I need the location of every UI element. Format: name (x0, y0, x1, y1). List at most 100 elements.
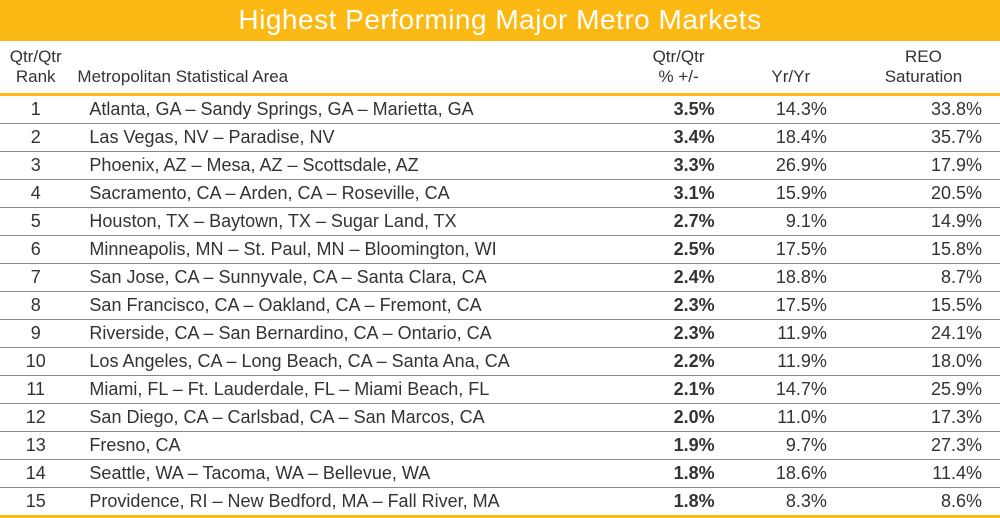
table-row: 9Riverside, CA – San Bernardino, CA – On… (0, 320, 1000, 348)
cell-msa: Los Angeles, CA – Long Beach, CA – Santa… (71, 348, 622, 376)
cell-qq: 1.8% (622, 460, 734, 488)
col-header-msa: Metropolitan Statistical Area (71, 41, 622, 95)
cell-msa: Atlanta, GA – Sandy Springs, GA – Mariet… (71, 96, 622, 124)
table-row: 6Minneapolis, MN – St. Paul, MN – Bloomi… (0, 236, 1000, 264)
cell-yy: 14.3% (735, 96, 847, 124)
cell-reo: 20.5% (847, 180, 1000, 208)
cell-qq: 2.3% (622, 292, 734, 320)
table-row: 1Atlanta, GA – Sandy Springs, GA – Marie… (0, 96, 1000, 124)
cell-qq: 2.5% (622, 236, 734, 264)
col-header-msa-l1: Metropolitan Statistical Area (77, 67, 288, 86)
cell-reo: 18.0% (847, 348, 1000, 376)
cell-qq: 2.1% (622, 376, 734, 404)
cell-yy: 11.9% (735, 320, 847, 348)
cell-yy: 17.5% (735, 236, 847, 264)
cell-reo: 17.3% (847, 404, 1000, 432)
cell-reo: 17.9% (847, 152, 1000, 180)
table-title: Highest Performing Major Metro Markets (0, 0, 1000, 41)
table-row: 4Sacramento, CA – Arden, CA – Roseville,… (0, 180, 1000, 208)
col-header-qq-l2: % +/- (658, 67, 698, 86)
cell-rank: 4 (0, 180, 71, 208)
cell-reo: 25.9% (847, 376, 1000, 404)
table-row: 5Houston, TX – Baytown, TX – Sugar Land,… (0, 208, 1000, 236)
metro-markets-table-container: Highest Performing Major Metro Markets Q… (0, 0, 1000, 518)
cell-qq: 3.5% (622, 96, 734, 124)
cell-msa: Seattle, WA – Tacoma, WA – Bellevue, WA (71, 460, 622, 488)
table-row: 11Miami, FL – Ft. Lauderdale, FL – Miami… (0, 376, 1000, 404)
table-body: 1Atlanta, GA – Sandy Springs, GA – Marie… (0, 96, 1000, 517)
cell-msa: San Jose, CA – Sunnyvale, CA – Santa Cla… (71, 264, 622, 292)
cell-qq: 2.4% (622, 264, 734, 292)
cell-qq: 2.0% (622, 404, 734, 432)
col-header-rank-l2: Rank (16, 67, 56, 86)
cell-rank: 15 (0, 488, 71, 517)
cell-rank: 11 (0, 376, 71, 404)
cell-yy: 17.5% (735, 292, 847, 320)
col-header-yy-l1: Yr/Yr (771, 67, 810, 86)
cell-rank: 3 (0, 152, 71, 180)
cell-reo: 27.3% (847, 432, 1000, 460)
cell-reo: 33.8% (847, 96, 1000, 124)
cell-yy: 8.3% (735, 488, 847, 517)
cell-msa: San Diego, CA – Carlsbad, CA – San Marco… (71, 404, 622, 432)
col-header-reo: REO Saturation (847, 41, 1000, 95)
cell-qq: 2.7% (622, 208, 734, 236)
cell-yy: 11.0% (735, 404, 847, 432)
col-header-qq-l1: Qtr/Qtr (653, 47, 705, 66)
cell-yy: 26.9% (735, 152, 847, 180)
cell-rank: 5 (0, 208, 71, 236)
cell-qq: 2.3% (622, 320, 734, 348)
table-row: 12San Diego, CA – Carlsbad, CA – San Mar… (0, 404, 1000, 432)
cell-yy: 18.4% (735, 124, 847, 152)
cell-qq: 3.4% (622, 124, 734, 152)
cell-rank: 13 (0, 432, 71, 460)
cell-rank: 2 (0, 124, 71, 152)
cell-reo: 35.7% (847, 124, 1000, 152)
cell-msa: Miami, FL – Ft. Lauderdale, FL – Miami B… (71, 376, 622, 404)
cell-yy: 18.6% (735, 460, 847, 488)
cell-rank: 8 (0, 292, 71, 320)
cell-msa: Phoenix, AZ – Mesa, AZ – Scottsdale, AZ (71, 152, 622, 180)
table-row: 10Los Angeles, CA – Long Beach, CA – San… (0, 348, 1000, 376)
cell-rank: 9 (0, 320, 71, 348)
cell-qq: 2.2% (622, 348, 734, 376)
col-header-qq: Qtr/Qtr % +/- (622, 41, 734, 95)
cell-yy: 18.8% (735, 264, 847, 292)
cell-rank: 14 (0, 460, 71, 488)
cell-msa: Providence, RI – New Bedford, MA – Fall … (71, 488, 622, 517)
col-header-rank-l1: Qtr/Qtr (10, 47, 62, 66)
cell-yy: 14.7% (735, 376, 847, 404)
table-row: 3Phoenix, AZ – Mesa, AZ – Scottsdale, AZ… (0, 152, 1000, 180)
cell-msa: Houston, TX – Baytown, TX – Sugar Land, … (71, 208, 622, 236)
cell-msa: San Francisco, CA – Oakland, CA – Fremon… (71, 292, 622, 320)
table-row: 7San Jose, CA – Sunnyvale, CA – Santa Cl… (0, 264, 1000, 292)
cell-reo: 11.4% (847, 460, 1000, 488)
cell-qq: 1.8% (622, 488, 734, 517)
table-row: 13Fresno, CA1.9%9.7%27.3% (0, 432, 1000, 460)
table-header: Qtr/Qtr Rank Metropolitan Statistical Ar… (0, 41, 1000, 96)
cell-reo: 8.6% (847, 488, 1000, 517)
cell-msa: Las Vegas, NV – Paradise, NV (71, 124, 622, 152)
cell-rank: 10 (0, 348, 71, 376)
col-header-rank: Qtr/Qtr Rank (0, 41, 71, 95)
cell-yy: 9.1% (735, 208, 847, 236)
cell-msa: Minneapolis, MN – St. Paul, MN – Bloomin… (71, 236, 622, 264)
cell-rank: 7 (0, 264, 71, 292)
table-row: 2Las Vegas, NV – Paradise, NV3.4%18.4%35… (0, 124, 1000, 152)
cell-rank: 1 (0, 96, 71, 124)
cell-reo: 24.1% (847, 320, 1000, 348)
cell-qq: 3.1% (622, 180, 734, 208)
cell-rank: 12 (0, 404, 71, 432)
cell-reo: 14.9% (847, 208, 1000, 236)
cell-msa: Fresno, CA (71, 432, 622, 460)
cell-reo: 15.5% (847, 292, 1000, 320)
table-row: 14Seattle, WA – Tacoma, WA – Bellevue, W… (0, 460, 1000, 488)
cell-yy: 11.9% (735, 348, 847, 376)
cell-reo: 8.7% (847, 264, 1000, 292)
cell-rank: 6 (0, 236, 71, 264)
cell-qq: 1.9% (622, 432, 734, 460)
col-header-reo-l1: REO (905, 47, 942, 66)
metro-markets-table: Qtr/Qtr Rank Metropolitan Statistical Ar… (0, 41, 1000, 518)
cell-msa: Riverside, CA – San Bernardino, CA – Ont… (71, 320, 622, 348)
table-row: 8San Francisco, CA – Oakland, CA – Fremo… (0, 292, 1000, 320)
